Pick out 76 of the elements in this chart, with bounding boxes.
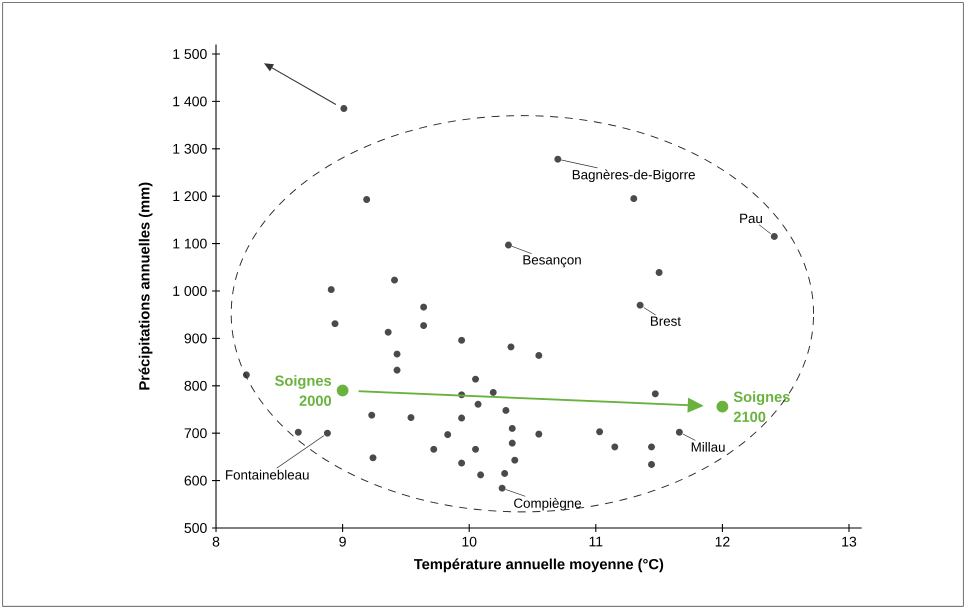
point: [596, 428, 604, 436]
y-tick-label: 800: [184, 380, 207, 391]
x-tick-label: 13: [842, 536, 856, 547]
x-tick-label: 8: [212, 536, 220, 547]
point: [394, 350, 401, 358]
point: [535, 430, 542, 438]
point: [630, 195, 638, 202]
point: [370, 454, 376, 462]
point: [328, 286, 335, 294]
point: [332, 320, 338, 328]
point: [501, 470, 508, 477]
point: [384, 328, 392, 336]
annotation: Compiègne: [514, 498, 582, 511]
x-axis-title: Température annuelle moyenne (°C): [414, 558, 664, 572]
point: [363, 196, 370, 203]
annotation: Soignes 2000: [275, 375, 332, 406]
point: [648, 461, 655, 468]
annotation: Soignes 2100: [734, 391, 790, 422]
point: [508, 440, 516, 447]
point: [420, 304, 428, 311]
point: [490, 388, 497, 396]
point: [636, 302, 644, 309]
y-tick-label: 1 400: [173, 96, 207, 106]
y-tick-label: 500: [184, 523, 207, 533]
point: [408, 414, 414, 422]
point: [508, 343, 514, 350]
point: [611, 443, 618, 450]
annotation: Bagnères-de-Bigorre: [572, 169, 695, 182]
y-tick-label: 1 500: [173, 49, 207, 59]
point: [652, 390, 659, 398]
point: [498, 484, 506, 492]
y-axis-title: Précipitations annuelles (mm): [138, 182, 152, 390]
annotation: Fontainebleau: [226, 470, 309, 480]
point: [770, 233, 778, 240]
point: [502, 406, 510, 414]
annotation: Millau: [692, 442, 725, 452]
y-tick-label: 900: [184, 333, 207, 344]
point: [294, 428, 302, 436]
point: [458, 414, 466, 422]
point: [504, 242, 512, 248]
y-tick-label: 1 300: [173, 144, 207, 154]
x-tick-label: 9: [339, 536, 346, 547]
point: [458, 460, 466, 467]
x-tick-label: 10: [462, 536, 476, 547]
point: [394, 366, 401, 374]
point: [676, 428, 683, 436]
y-tick-label: 1 000: [173, 286, 207, 296]
point: [472, 376, 480, 383]
point: [535, 352, 542, 359]
point: [420, 322, 428, 330]
point: [474, 400, 482, 408]
annotation: Brest: [650, 316, 681, 326]
y-tick-label: 1 100: [173, 238, 207, 249]
point: [430, 446, 438, 453]
point: [508, 424, 516, 432]
point: [336, 384, 348, 396]
point: [648, 443, 655, 450]
y-tick-label: 1 200: [173, 191, 207, 202]
y-tick-label: 600: [184, 476, 207, 486]
point: [324, 430, 331, 437]
point: [458, 336, 466, 344]
y-tick-label: 700: [184, 428, 207, 438]
x-tick-label: 11: [590, 536, 602, 546]
point: [340, 105, 348, 112]
point: [472, 446, 480, 453]
annotation: Besançon: [523, 255, 581, 268]
point: [368, 412, 376, 419]
annotation: Pau: [740, 214, 762, 224]
point: [554, 156, 562, 163]
point: [716, 400, 728, 413]
x-tick-label: 12: [716, 536, 730, 546]
point: [477, 471, 484, 478]
point: [511, 456, 518, 464]
point: [656, 269, 663, 276]
point: [391, 276, 398, 284]
point: [444, 431, 452, 438]
